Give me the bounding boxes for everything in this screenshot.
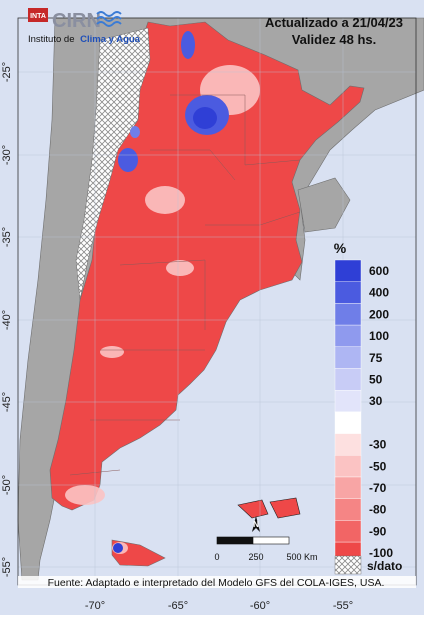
nodata-area [75,27,151,301]
legend-label: 200 [369,307,389,321]
longitude-labels: -70° -65° -60° -55° [85,600,353,612]
lat-label: -25° [1,62,13,82]
scale-segment-light [252,536,290,545]
legend-swatch [334,390,362,413]
legend-swatch [334,324,362,348]
footer-source: Fuente: Adaptado e interpretado del Mode… [48,577,385,589]
legend-swatch [334,346,362,369]
excess-zones [113,31,229,553]
legend-label: -100 [369,546,393,560]
lat-label: -35° [1,227,13,247]
legend-label: 400 [369,286,389,300]
lat-label: -55° [1,557,13,577]
legend-swatch [334,520,362,543]
legend-label: -30 [369,438,387,452]
legend-swatch [334,411,362,434]
inta-logo-text: INTA [30,13,46,20]
institute-suffix: Clima y Agua [80,34,141,45]
legend-unit: % [334,240,347,256]
legend-label: 75 [369,351,383,365]
lon-label: -55° [333,600,353,612]
lat-label: -40° [1,310,13,330]
legend-label: -70 [369,481,387,495]
lon-label: -60° [250,600,270,612]
footer-background [18,576,416,588]
north-arrow-icon: N [252,516,260,532]
legend: % 600400200100755030-30-50-70-80-90-100 … [334,240,402,575]
latitude-labels: -25° -30° -35° -40° -45° -50° -55° [1,62,13,577]
legend-label: -50 [369,459,387,473]
legend-label: 50 [369,373,383,387]
legend-label: 30 [369,394,383,408]
lon-label: -65° [168,600,188,612]
scale-segment-dark [216,536,254,545]
legend-swatch [334,498,362,521]
nodata-label: s/dato [367,559,402,573]
uruguay [297,177,351,233]
legend-swatch [334,303,362,326]
legend-label: -80 [369,503,387,517]
institute-name: Instituto de Clima y Agua [28,34,141,45]
legend-swatch [334,476,362,499]
scale-label: 0 [214,552,219,562]
cirn-logo-text: CIRN [52,10,101,32]
validity-title: Validez 48 hs. [292,32,377,47]
scale-bar: 0 250 500 Km N [214,516,318,562]
legend-swatch [334,455,362,478]
legend-label: 600 [369,264,389,278]
scale-label: 500 Km [286,552,317,562]
lat-label: -50° [1,475,13,495]
legend-label: -90 [369,524,387,538]
north-label: N [253,520,259,529]
lat-label: -45° [1,392,13,412]
legend-swatch [334,281,362,304]
updated-title: Actualizado a 21/04/23 [265,15,403,30]
legend-swatch [334,433,362,456]
nodata-swatch [334,555,362,575]
inta-logo [28,8,48,22]
legend-label: 100 [369,329,389,343]
wave-icon [96,11,122,27]
logo-block: INTA CIRN Instituto de Clima y Agua [28,8,141,45]
institute-prefix: Instituto de [28,34,74,45]
malvinas-islands [237,497,301,519]
lat-label: -30° [1,145,13,165]
lon-label: -70° [85,600,105,612]
legend-swatch [334,259,362,282]
legend-swatch [334,368,362,391]
legend-items: 600 400 200 100 75 50 30 -30 -50 -70 -80 -90 -100 [334,259,393,564]
scale-label: 250 [248,552,263,562]
